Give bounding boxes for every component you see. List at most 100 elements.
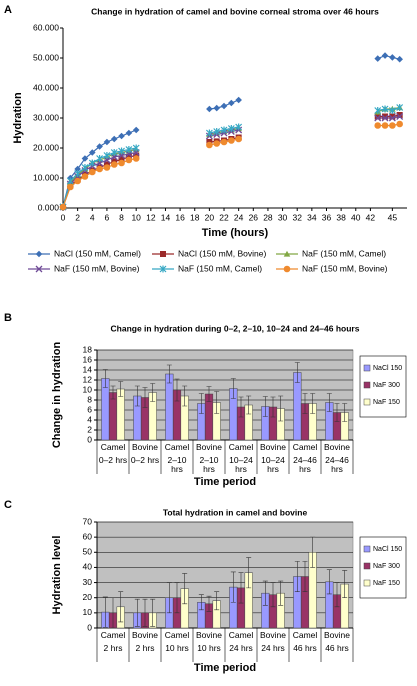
marker: [67, 183, 74, 191]
error-bar: [142, 598, 148, 627]
marker: [103, 164, 111, 171]
x-tick-label: 46 hrs: [293, 643, 317, 653]
x-tick-label: Bovine: [196, 630, 222, 640]
marker: [35, 250, 43, 258]
x-tick-label: 0: [61, 212, 66, 222]
legend-label: NaF 300: [373, 382, 400, 389]
x-tick-label: Camel: [228, 442, 254, 452]
y-tick-label: 4: [87, 414, 92, 424]
x-tick-label: 36: [322, 212, 332, 222]
marker: [374, 55, 382, 62]
marker: [381, 122, 389, 129]
x-tick-label: 28: [263, 212, 273, 222]
x-tick-label: Bovine: [260, 442, 286, 452]
error-bar: [198, 393, 204, 414]
marker: [374, 107, 382, 114]
x-tick-label: 24–46 hrs: [325, 455, 349, 474]
error-bar: [174, 582, 180, 614]
legend-label: NaCl (150 mM, Bovine): [178, 248, 267, 258]
legend-swatch: [363, 579, 371, 587]
marker: [96, 143, 103, 150]
chart-title: Change in hydration of camel and bovine …: [91, 6, 379, 16]
marker: [220, 102, 228, 110]
x-tick-label: 22: [219, 212, 229, 222]
marker: [103, 152, 111, 159]
marker: [396, 104, 404, 111]
marker: [110, 135, 118, 143]
legend-swatch: [363, 364, 371, 372]
marker: [81, 155, 89, 162]
x-tick-label: 8: [119, 212, 124, 222]
x-tick-label: Bovine: [132, 442, 158, 452]
marker: [103, 138, 111, 146]
error-bar: [206, 595, 212, 612]
error-bar: [238, 396, 244, 418]
error-bar: [334, 403, 340, 422]
marker: [381, 105, 389, 113]
y-tick-label: 0: [87, 434, 92, 444]
x-tick-label: 16: [175, 212, 185, 222]
error-bar: [102, 596, 108, 628]
marker: [132, 155, 140, 162]
panel-label: C: [4, 499, 12, 511]
legend-swatch: [363, 381, 371, 389]
error-bar: [302, 393, 308, 414]
y-tick-label: 40.000: [33, 82, 59, 92]
marker: [213, 140, 221, 147]
x-tick-label: Camel: [292, 630, 318, 640]
x-tick-label: 40: [351, 212, 361, 222]
y-tick-label: 50: [83, 547, 93, 557]
x-axis-title: Time period: [194, 662, 256, 674]
marker: [227, 125, 235, 132]
x-tick-label: Bovine: [324, 442, 350, 452]
marker: [228, 99, 235, 107]
y-tick-label: 40: [83, 562, 93, 572]
marker: [110, 149, 118, 156]
marker: [396, 120, 403, 128]
marker: [205, 129, 213, 137]
x-axis-title: Time period: [194, 476, 256, 488]
error-bar: [134, 598, 140, 627]
legend-label: NaF 150: [373, 399, 400, 406]
marker: [125, 129, 133, 137]
y-tick-label: 30: [83, 577, 93, 587]
marker: [132, 144, 140, 152]
marker: [382, 113, 389, 120]
y-axis-title: Change in hydration: [51, 342, 63, 449]
error-bar: [118, 591, 124, 623]
x-tick-label: 14: [161, 212, 171, 222]
error-bar: [110, 597, 116, 629]
marker: [220, 126, 228, 134]
marker: [374, 122, 382, 129]
error-bar: [182, 385, 188, 407]
bar: [165, 373, 174, 441]
error-bar: [134, 385, 140, 407]
error-bar: [278, 395, 284, 422]
chart-title: Total hydration in camel and bovine: [163, 507, 308, 517]
x-tick-label: 2 hrs: [135, 643, 155, 653]
marker: [374, 114, 382, 122]
marker: [389, 113, 396, 120]
error-bar: [150, 598, 156, 627]
x-tick-label: 2: [75, 212, 80, 222]
marker: [235, 135, 242, 143]
y-tick-label: 10.000: [33, 172, 59, 182]
error-bar: [214, 591, 220, 611]
error-bar: [294, 561, 300, 592]
error-bar: [150, 383, 156, 402]
x-tick-label: 18: [190, 212, 200, 222]
x-tick-label: 0–2 hrs: [130, 455, 160, 465]
marker: [213, 128, 221, 135]
x-tick-label: 20: [205, 212, 215, 222]
error-bar: [166, 364, 172, 384]
marker: [283, 265, 291, 273]
x-tick-label: 38: [336, 212, 346, 222]
marker: [74, 165, 81, 173]
x-tick-label: 2–10 hrs: [167, 455, 187, 474]
error-bar: [230, 378, 236, 399]
legend-swatch: [363, 398, 371, 406]
marker: [118, 132, 125, 140]
marker: [213, 104, 221, 112]
error-bar: [310, 393, 316, 414]
